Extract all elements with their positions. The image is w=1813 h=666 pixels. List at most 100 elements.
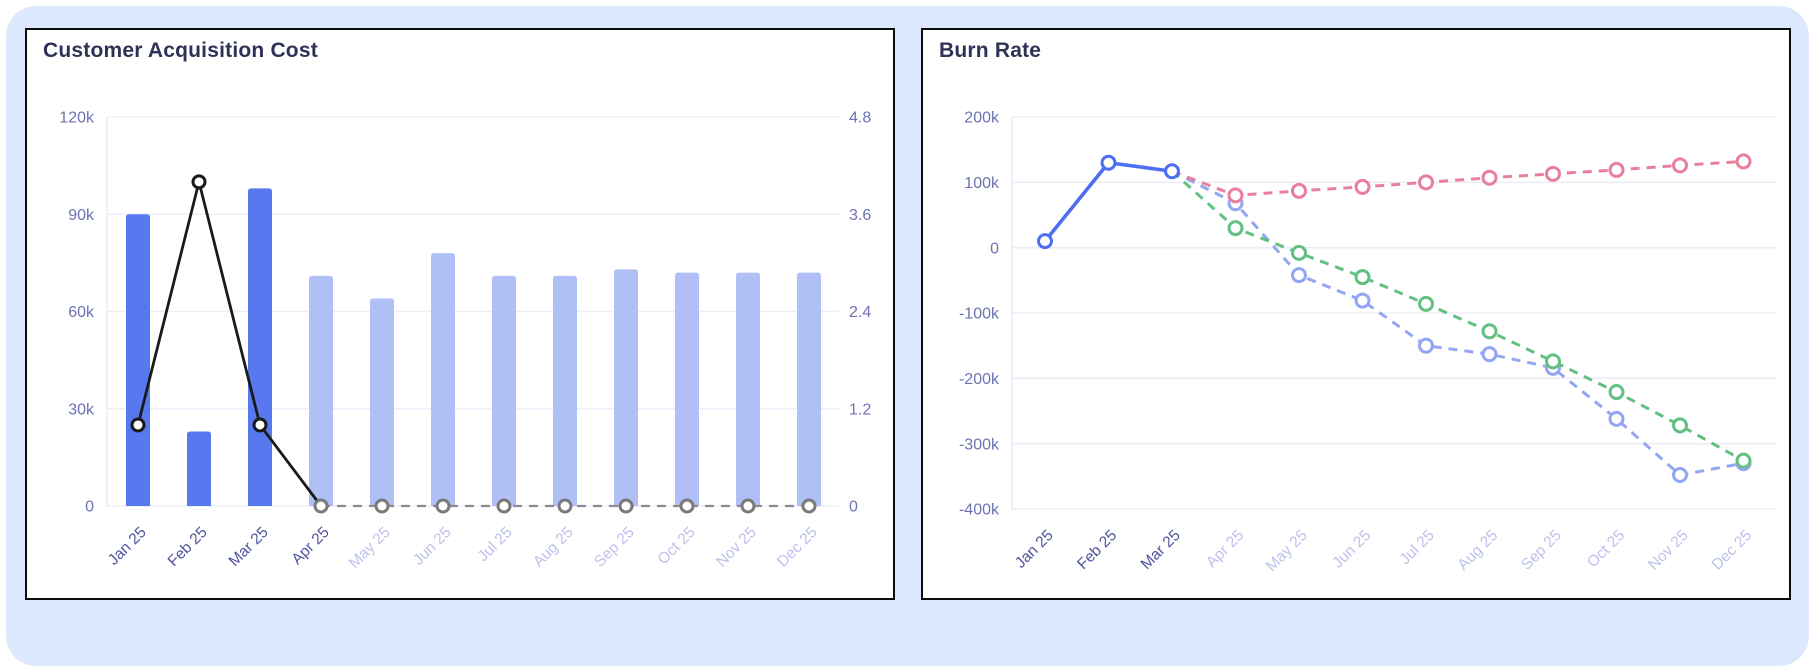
x-axis-tick-label: Mar 25 (1138, 527, 1184, 573)
y-axis-tick-label: 30k (68, 401, 95, 418)
line-series (1043, 160, 1173, 243)
burn-rate-chart-title: Burn Rate (939, 39, 1042, 62)
data-point-marker (1037, 233, 1053, 250)
data-point-marker (679, 498, 695, 514)
data-point-marker (1608, 410, 1625, 427)
x-axis-tick-label: Jun 25 (1329, 527, 1374, 572)
bar (614, 269, 638, 506)
data-point-marker (557, 498, 573, 514)
bar (309, 275, 333, 506)
data-point-marker (1672, 417, 1688, 434)
data-point-marker (1227, 220, 1244, 237)
data-point-marker (1291, 182, 1307, 199)
bar (248, 188, 272, 507)
bar (553, 275, 577, 506)
x-axis-tick-label: Sep 25 (591, 524, 638, 571)
y-axis-tick-label: 200k (964, 110, 1000, 127)
x-axis-tick-label: Aug 25 (1455, 527, 1502, 574)
data-point-marker (740, 498, 756, 514)
x-axis-tick-label: Oct 25 (655, 524, 699, 568)
data-point-marker (1227, 187, 1244, 204)
dashboard-background: 120k 90k 60k 30k 0 4.8 3.6 2.4 1.2 0 Jan 25 Feb 25 M… (6, 6, 1809, 666)
data-point-marker (1735, 452, 1752, 469)
y-axis-tick-label: -100k (959, 306, 1000, 323)
data-point-marker (1164, 163, 1180, 180)
y-axis-tick-label: -400k (959, 502, 1000, 519)
data-point-marker (130, 417, 146, 433)
x-axis-tick-label: Jun 25 (410, 524, 455, 569)
right-axis-tick-label: 2.4 (849, 304, 871, 321)
x-axis-tick-label: Jul 25 (1397, 527, 1438, 568)
bar (126, 214, 150, 506)
data-point-marker (618, 498, 634, 514)
data-point-marker (252, 417, 268, 433)
bar (797, 272, 821, 506)
x-axis-tick-label: Jul 25 (475, 524, 516, 565)
y-axis-tick-label: 60k (68, 304, 95, 321)
data-point-marker (1608, 161, 1625, 178)
data-point-marker (1481, 169, 1498, 186)
bar (736, 272, 760, 506)
data-point-marker (191, 174, 207, 190)
x-axis-tick-label: May 25 (346, 524, 394, 572)
data-point-marker (1545, 165, 1561, 182)
data-point-marker (1608, 384, 1625, 401)
y-axis-tick-label: 100k (964, 175, 1000, 192)
x-axis-tick-label: Apr 25 (1203, 527, 1247, 571)
data-point-marker (1354, 178, 1371, 195)
data-point-marker (1481, 346, 1498, 363)
data-point-marker (1418, 174, 1434, 191)
data-point-marker (1672, 157, 1688, 174)
y-axis-tick-label: -200k (959, 371, 1000, 388)
y-axis-tick-label: 0 (85, 499, 94, 516)
data-point-marker (1291, 267, 1307, 284)
cac-chart-card: 120k 90k 60k 30k 0 4.8 3.6 2.4 1.2 0 Jan 25 Feb 25 M… (25, 28, 895, 600)
x-axis-tick-label: Sep 25 (1518, 527, 1565, 574)
line-series (1171, 159, 1744, 197)
right-axis-tick-label: 1.2 (849, 401, 871, 418)
line-series (1170, 170, 1745, 462)
right-axis-tick-label: 0 (849, 499, 858, 516)
x-axis-tick-label: Nov 25 (713, 524, 760, 571)
x-axis-tick-label: Jan 25 (1012, 527, 1057, 572)
bar (187, 431, 211, 506)
x-axis-tick-label: Dec 25 (774, 524, 821, 571)
cac-chart-canvas[interactable]: 120k 90k 60k 30k 0 4.8 3.6 2.4 1.2 0 Jan 25 Feb 25 M… (27, 30, 893, 598)
bar (370, 298, 394, 506)
line-series (1171, 169, 1744, 477)
y-axis-tick-label: -300k (959, 436, 1000, 453)
x-axis-tick-label: May 25 (1263, 527, 1311, 575)
data-point-marker (496, 498, 512, 514)
data-point-marker (1418, 295, 1434, 312)
data-point-marker (374, 498, 390, 514)
data-point-marker (801, 498, 817, 514)
data-point-marker (1545, 353, 1561, 370)
data-point-marker (1672, 467, 1688, 484)
burn-rate-chart-card: 200k 100k 0 -100k -200k -300k -400k Jan 25 Feb 2… (921, 28, 1791, 600)
cac-chart-title: Customer Acquisition Cost (43, 39, 318, 62)
y-axis-tick-label: 0 (990, 240, 999, 257)
bar (431, 253, 455, 506)
data-point-marker (1481, 323, 1498, 340)
x-axis-tick-label: Feb 25 (165, 524, 211, 570)
x-axis-tick-label: Nov 25 (1645, 527, 1692, 574)
data-point-marker (1354, 292, 1371, 309)
burn-rate-chart-canvas[interactable]: 200k 100k 0 -100k -200k -300k -400k Jan 25 Feb 2… (923, 30, 1789, 598)
right-axis-tick-label: 4.8 (849, 110, 871, 127)
x-axis-tick-label: Apr 25 (289, 524, 333, 568)
bar (675, 272, 699, 506)
data-point-marker (1100, 154, 1117, 171)
x-axis-tick-label: Mar 25 (226, 524, 272, 570)
line-series (136, 180, 323, 507)
data-point-marker (1735, 153, 1752, 170)
data-point-marker (1418, 337, 1434, 354)
data-point-marker (313, 498, 329, 514)
x-axis-tick-label: Oct 25 (1584, 527, 1628, 571)
x-axis-tick-label: Dec 25 (1709, 527, 1756, 574)
x-axis-tick-label: Jan 25 (105, 524, 150, 569)
x-axis-tick-label: Feb 25 (1074, 527, 1120, 573)
bar (492, 275, 516, 506)
y-axis-tick-label: 120k (59, 110, 95, 127)
data-point-marker (1354, 269, 1371, 286)
y-axis-tick-label: 90k (68, 207, 95, 224)
